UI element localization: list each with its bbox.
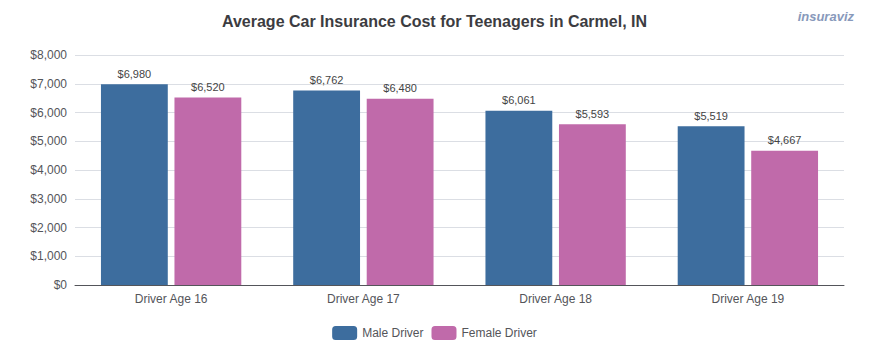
svg-text:$6,061: $6,061 [502, 94, 536, 106]
svg-text:Driver Age 18: Driver Age 18 [519, 292, 592, 306]
svg-text:$4,000: $4,000 [30, 163, 67, 177]
svg-text:$3,000: $3,000 [30, 192, 67, 206]
svg-text:$8,000: $8,000 [30, 48, 67, 62]
svg-text:Driver Age 19: Driver Age 19 [712, 292, 785, 306]
svg-text:Driver Age 17: Driver Age 17 [327, 292, 400, 306]
svg-text:$4,667: $4,667 [768, 134, 802, 146]
svg-text:Average Car Insurance Cost for: Average Car Insurance Cost for Teenagers… [222, 13, 647, 30]
svg-text:insuraviz: insuraviz [798, 9, 855, 24]
svg-text:$5,000: $5,000 [30, 134, 67, 148]
svg-text:$6,762: $6,762 [310, 74, 344, 86]
svg-text:$6,000: $6,000 [30, 106, 67, 120]
svg-text:$7,000: $7,000 [30, 77, 67, 91]
svg-text:$5,519: $5,519 [694, 110, 728, 122]
svg-text:Female Driver: Female Driver [461, 326, 536, 340]
svg-text:$5,593: $5,593 [576, 108, 610, 120]
svg-text:$1,000: $1,000 [30, 249, 67, 263]
svg-text:$6,980: $6,980 [118, 68, 152, 80]
svg-text:Male Driver: Male Driver [362, 326, 423, 340]
svg-text:$6,520: $6,520 [191, 81, 225, 93]
svg-text:Driver Age 16: Driver Age 16 [135, 292, 208, 306]
svg-text:$6,480: $6,480 [383, 82, 417, 94]
svg-text:$2,000: $2,000 [30, 221, 67, 235]
svg-text:$0: $0 [54, 278, 68, 292]
